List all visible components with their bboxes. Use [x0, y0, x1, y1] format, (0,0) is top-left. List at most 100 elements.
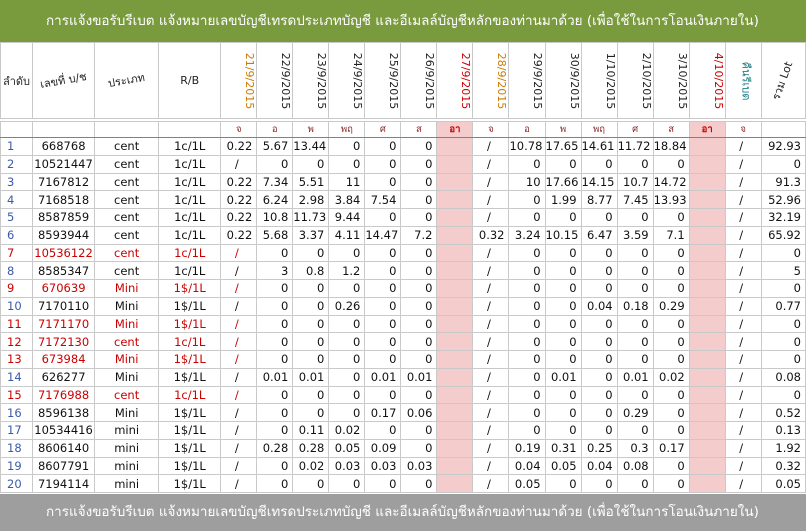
- lot-cell: 10.7: [616, 172, 654, 192]
- header-refund: คืนรีเบต: [724, 42, 762, 119]
- table-body: 1 668768 cent 1c/1L 0.22 5.67 13.44 0 0 0/10.78 17…: [0, 137, 806, 493]
- lot-cell: 0: [256, 456, 294, 476]
- lot-cell: [436, 243, 474, 263]
- table-row: 10 7170110 Mini 1$/1L/0 0 0.26 0 0/0 0 0.04 0.18 0.…: [0, 296, 806, 316]
- lot-cell: 0.22: [220, 190, 258, 209]
- account-type: Mini: [94, 350, 160, 369]
- lot-cell: 0: [652, 350, 690, 369]
- lot-cell: 0.01: [256, 367, 294, 387]
- lot-cell: 0.03: [400, 456, 438, 476]
- lot-cell: /: [472, 438, 510, 458]
- total-lot: 0.32: [760, 456, 806, 476]
- total-lot: 0.13: [760, 421, 806, 440]
- row-index: 1: [0, 137, 34, 156]
- account-type: mini: [94, 456, 160, 476]
- lot-cell: [688, 137, 726, 156]
- rebate-rate: 1c/1L: [158, 225, 222, 245]
- lot-cell: [436, 403, 474, 422]
- lot-cell: /: [472, 279, 510, 298]
- lot-cell: /: [724, 367, 762, 387]
- table-row: 3 7167812 cent 1c/1L 0.22 7.34 5.51 11 0 0/10 17.6…: [0, 172, 806, 192]
- lot-cell: 0: [616, 243, 654, 263]
- header-date-2: 23/9/2015: [292, 42, 330, 119]
- lot-cell: 0: [508, 403, 546, 422]
- lot-cell: 0: [400, 314, 438, 334]
- lot-cell: 0: [364, 385, 402, 405]
- lot-cell: 0.22: [220, 137, 258, 156]
- lot-cell: 0: [616, 208, 654, 227]
- lot-cell: /: [220, 279, 258, 298]
- table-row: 16 8596138 Mini 1$/1L/0 0 0 0.17 0.06/0 0 0 0.29 0/…: [0, 403, 806, 422]
- row-index: 12: [0, 332, 34, 351]
- lot-cell: /: [724, 190, 762, 209]
- account-type: cent: [94, 225, 160, 245]
- lot-cell: 7.54: [364, 190, 402, 209]
- lot-cell: 0: [508, 279, 546, 298]
- lot-cell: 0.08: [616, 456, 654, 476]
- account-type: cent: [94, 137, 160, 156]
- row-index: 16: [0, 403, 34, 422]
- lot-cell: 0: [400, 332, 438, 351]
- lot-cell: 5.51: [292, 172, 330, 192]
- lot-cell: 0: [616, 154, 654, 174]
- lot-cell: [688, 456, 726, 476]
- lot-cell: 0: [508, 261, 546, 280]
- lot-cell: 0.29: [652, 296, 690, 316]
- lot-cell: /: [220, 438, 258, 458]
- lot-cell: 0.01: [400, 367, 438, 387]
- table-row: 1 668768 cent 1c/1L 0.22 5.67 13.44 0 0 0/10.78 17…: [0, 137, 806, 156]
- lot-cell: 0.25: [580, 438, 618, 458]
- lot-cell: 3.24: [508, 225, 546, 245]
- total-lot: 0: [760, 154, 806, 174]
- lot-cell: 0: [328, 137, 366, 156]
- table-row: 9 670639 Mini 1$/1L/0 0 0 0 0/0 0 0 0 0/0: [0, 279, 806, 298]
- lot-cell: 0: [256, 350, 294, 369]
- account-number: 7171170: [32, 314, 96, 334]
- lot-cell: 17.66: [544, 172, 582, 192]
- lot-cell: /: [724, 474, 762, 493]
- lot-cell: /: [472, 350, 510, 369]
- lot-cell: 0: [652, 208, 690, 227]
- row-index: 18: [0, 438, 34, 458]
- lot-cell: [436, 225, 474, 245]
- lot-cell: /: [724, 137, 762, 156]
- lot-cell: 0: [616, 385, 654, 405]
- account-number: 626277: [32, 367, 96, 387]
- account-number: 8607791: [32, 456, 96, 476]
- lot-cell: /: [472, 385, 510, 405]
- lot-cell: /: [472, 190, 510, 209]
- lot-cell: 0.11: [292, 421, 330, 440]
- account-type: cent: [94, 172, 160, 192]
- lot-cell: 0: [400, 190, 438, 209]
- rebate-rate: 1c/1L: [158, 190, 222, 209]
- lot-cell: [436, 456, 474, 476]
- lot-cell: /: [220, 296, 258, 316]
- lot-cell: 0: [292, 385, 330, 405]
- lot-cell: [688, 190, 726, 209]
- account-number: 7172130: [32, 332, 96, 351]
- lot-cell: 0: [580, 279, 618, 298]
- lot-cell: [688, 314, 726, 334]
- lot-cell: 0: [292, 279, 330, 298]
- row-index: 9: [0, 279, 34, 298]
- lot-cell: 5.67: [256, 137, 294, 156]
- account-number: 7167812: [32, 172, 96, 192]
- account-type: cent: [94, 332, 160, 351]
- lot-cell: /: [472, 243, 510, 263]
- lot-cell: 0: [328, 279, 366, 298]
- lot-cell: [688, 279, 726, 298]
- lot-cell: 0: [544, 421, 582, 440]
- rebate-rate: 1$/1L: [158, 421, 222, 440]
- lot-cell: 0: [364, 137, 402, 156]
- lot-cell: [688, 261, 726, 280]
- account-type: cent: [94, 385, 160, 405]
- rebate-rate: 1$/1L: [158, 279, 222, 298]
- header-date-5: 26/9/2015: [400, 42, 438, 119]
- lot-cell: /: [724, 208, 762, 227]
- weekday-cell: พ: [544, 121, 582, 138]
- lot-cell: [436, 350, 474, 369]
- lot-cell: 8.77: [580, 190, 618, 209]
- lot-cell: 0: [328, 350, 366, 369]
- lot-cell: 0: [616, 261, 654, 280]
- table-row: 11 7171170 Mini 1$/1L/0 0 0 0 0/0 0 0 0 0/0: [0, 314, 806, 334]
